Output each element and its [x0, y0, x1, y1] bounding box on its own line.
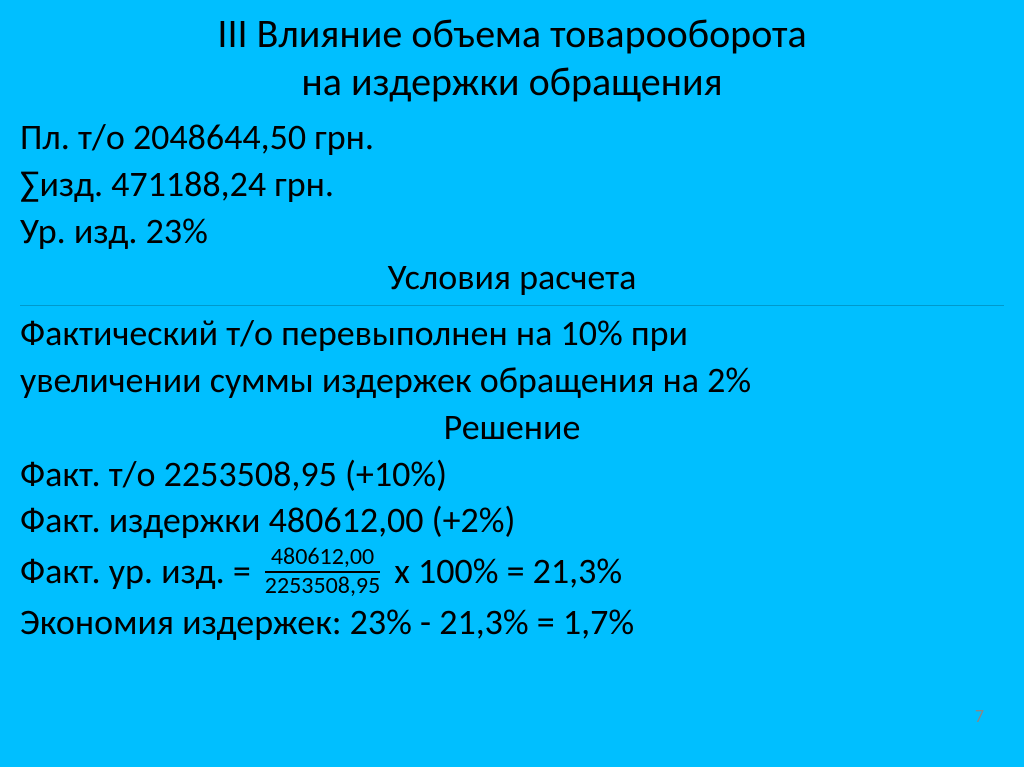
formula-suffix: х 100% = 21,3%	[394, 548, 622, 595]
line-economy: Экономия издержек: 23% - 21,3% = 1,7%	[20, 599, 1004, 646]
slide-title: III Влияние объема товарооборота на изде…	[20, 10, 1004, 106]
line-cost-level: Ур. изд. 23%	[20, 208, 1004, 255]
line-fact-costs: Факт. издержки 480612,00 (+2%)	[20, 497, 1004, 544]
page-number: 7	[975, 705, 984, 727]
formula-line: Факт. ур. изд. = 480612,00 2253508,95 х …	[20, 544, 1004, 599]
title-line-1: III Влияние объема товарооборота	[20, 10, 1004, 58]
divider	[20, 305, 1004, 306]
subheading-conditions: Условия расчета	[20, 254, 1004, 301]
line-plan-turnover: Пл. т/о 2048644,50 грн.	[20, 114, 1004, 161]
fraction-denominator: 2253508,95	[259, 573, 386, 599]
subheading-solution: Решение	[20, 404, 1004, 451]
fraction-numerator: 480612,00	[265, 544, 380, 572]
line-condition-2: увеличении суммы издержек обращения на 2…	[20, 357, 1004, 404]
title-line-2: на издержки обращения	[20, 58, 1004, 106]
line-sum-costs: ∑изд. 471188,24 грн.	[20, 161, 1004, 208]
fraction: 480612,00 2253508,95	[259, 544, 386, 599]
formula-prefix: Факт. ур. изд. =	[20, 548, 251, 595]
line-condition-1: Фактический т/о перевыполнен на 10% при	[20, 310, 1004, 357]
line-fact-turnover: Факт. т/о 2253508,95 (+10%)	[20, 451, 1004, 498]
